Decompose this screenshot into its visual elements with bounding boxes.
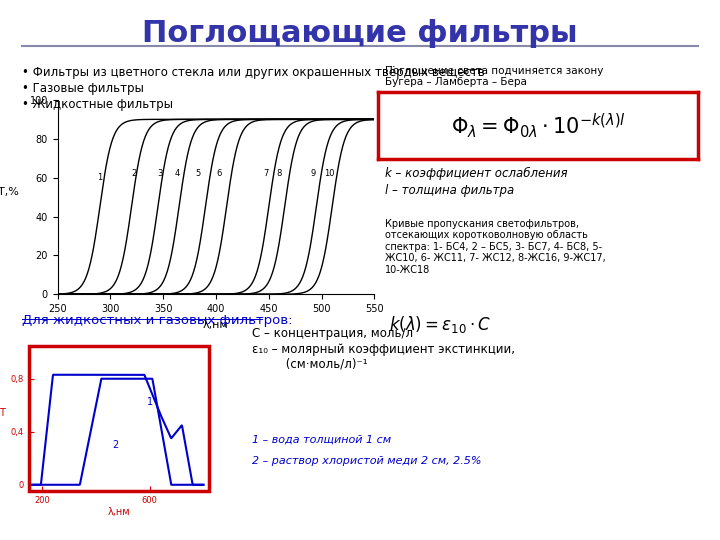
Text: 2: 2 xyxy=(131,169,136,178)
Text: • Фильтры из цветного стекла или других окрашенных твёрдых веществ: • Фильтры из цветного стекла или других … xyxy=(22,66,485,79)
Text: $k(\lambda) = \varepsilon_{10} \cdot C$: $k(\lambda) = \varepsilon_{10} \cdot C$ xyxy=(389,314,491,335)
Text: Для жидкостных и газовых фильтров:: Для жидкостных и газовых фильтров: xyxy=(22,314,292,327)
Text: 7: 7 xyxy=(263,169,269,178)
Text: 10: 10 xyxy=(324,169,334,178)
Text: ε₁₀ – молярный коэффициент экстинкции,: ε₁₀ – молярный коэффициент экстинкции, xyxy=(252,343,515,356)
Text: • Жидкостные фильтры: • Жидкостные фильтры xyxy=(22,98,173,111)
Text: 1: 1 xyxy=(147,397,153,407)
Text: k – коэффициент ослабления: k – коэффициент ослабления xyxy=(385,167,568,180)
Text: С – концентрация, моль/л: С – концентрация, моль/л xyxy=(252,327,413,340)
Text: 8: 8 xyxy=(276,169,282,178)
X-axis label: λ,нм: λ,нм xyxy=(203,320,229,329)
Y-axis label: T: T xyxy=(0,408,5,418)
Text: 2: 2 xyxy=(112,440,118,450)
Text: 1 – вода толщиной 1 см: 1 – вода толщиной 1 см xyxy=(252,435,391,445)
Text: 1: 1 xyxy=(97,173,102,182)
Y-axis label: T,%: T,% xyxy=(0,187,19,197)
Text: (см·моль/л)⁻¹: (см·моль/л)⁻¹ xyxy=(252,357,368,370)
Text: 2 – раствор хлористой меди 2 см, 2.5%: 2 – раствор хлористой меди 2 см, 2.5% xyxy=(252,456,482,467)
Text: 5: 5 xyxy=(195,169,201,178)
Text: Кривые пропускания светофильтров,
отсекающих коротковолновую область
спектра: 1-: Кривые пропускания светофильтров, отсека… xyxy=(385,219,606,275)
Text: 3: 3 xyxy=(158,169,163,178)
Text: $\Phi_\lambda = \Phi_{0\lambda} \cdot 10^{-k(\lambda)l}$: $\Phi_\lambda = \Phi_{0\lambda} \cdot 10… xyxy=(451,111,626,140)
Text: Поглощение света подчиняется закону
Бугера – Ламберта – Бера: Поглощение света подчиняется закону Буге… xyxy=(385,66,603,87)
Text: 4: 4 xyxy=(174,169,179,178)
X-axis label: λ,нм: λ,нм xyxy=(107,507,130,517)
Text: Поглощающие фильтры: Поглощающие фильтры xyxy=(142,19,578,48)
Text: • Газовые фильтры: • Газовые фильтры xyxy=(22,82,143,95)
Text: 6: 6 xyxy=(217,169,222,178)
Text: l – толщина фильтра: l – толщина фильтра xyxy=(385,184,515,197)
Text: 9: 9 xyxy=(310,169,316,178)
